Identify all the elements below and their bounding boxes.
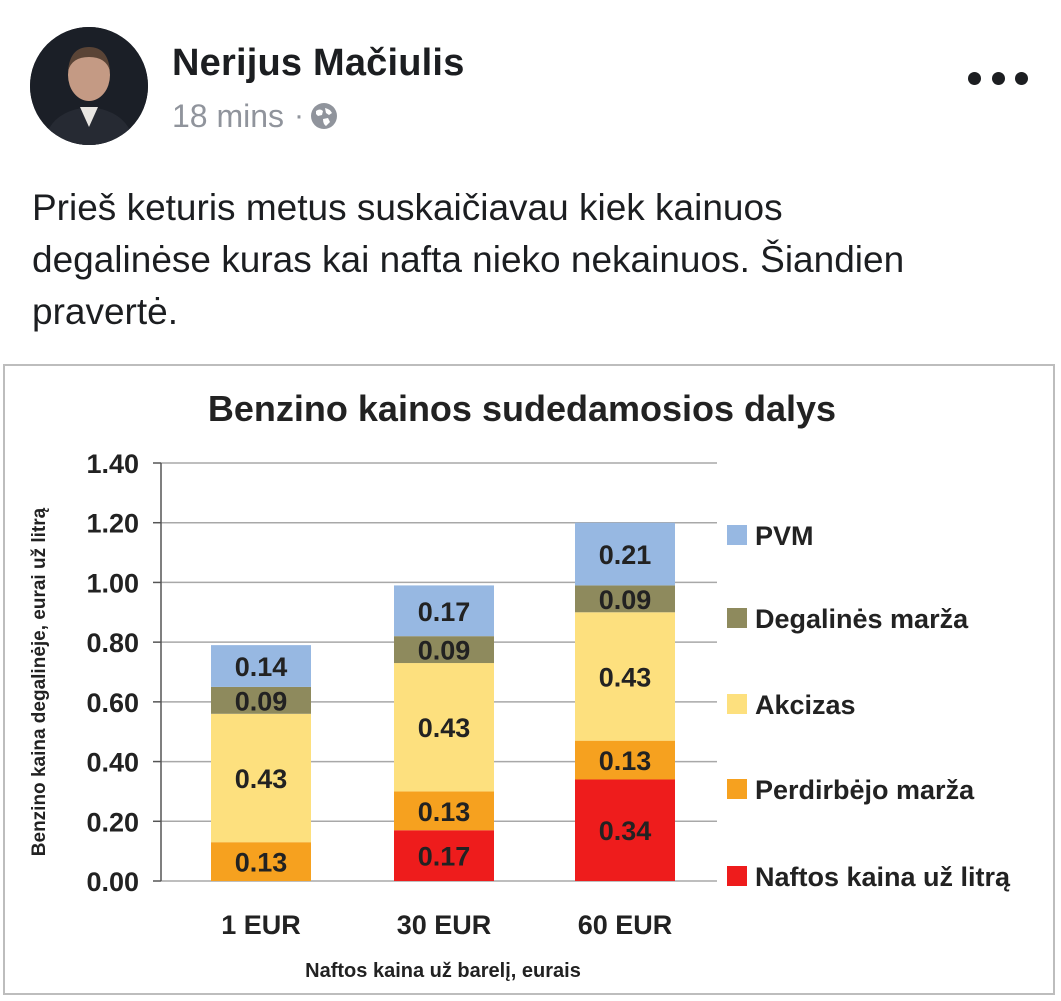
x-axis-label: Naftos kaina už barelį, eurais [305, 960, 581, 982]
data-label: 0.13 [599, 746, 652, 776]
x-tick-label: 60 EUR [578, 910, 673, 940]
y-tick-label: 0.40 [86, 748, 139, 778]
data-label: 0.13 [418, 797, 471, 827]
more-dot [1015, 71, 1028, 85]
legend-label: PVM [755, 521, 814, 551]
y-tick-label: 0.60 [86, 688, 139, 718]
data-label: 0.17 [418, 597, 471, 627]
post-text-line: Prieš keturis metus suskaičiavau kiek ka… [32, 187, 783, 228]
bar-segment [211, 842, 311, 881]
data-label: 0.17 [418, 842, 471, 872]
data-label: 0.13 [235, 848, 288, 878]
avatar[interactable] [30, 27, 148, 145]
data-label: 0.09 [599, 585, 652, 615]
legend-swatch [727, 694, 747, 714]
more-dot [968, 71, 981, 85]
stacked-bar-chart: Benzino kainos sudedamosios dalys 0.00 0.2… [29, 388, 1011, 982]
bar-segment [575, 585, 675, 613]
post-text-line: pravertė. [32, 291, 179, 332]
data-label: 0.34 [599, 816, 652, 846]
bar-segment [211, 645, 311, 687]
legend-swatch [727, 866, 747, 886]
meta-separator: · [294, 99, 305, 132]
bar-segment [394, 830, 494, 881]
legend-label: Perdirbėjo marža [755, 775, 975, 805]
legend-swatch [727, 608, 747, 628]
bar-segment [575, 740, 675, 780]
post-text: Prieš keturis metus suskaičiavau kiek ka… [32, 182, 1042, 338]
legend-label: Degalinės marža [755, 604, 969, 634]
x-tick-label: 30 EUR [397, 910, 492, 940]
legend-label: Akcizas [755, 690, 856, 720]
bar-segment [211, 713, 311, 843]
post-meta: 18 mins · [172, 96, 338, 136]
y-tick-label: 1.00 [86, 568, 139, 598]
y-tick-label: 0.00 [86, 867, 139, 897]
x-tick-label: 1 EUR [221, 910, 301, 940]
data-label: 0.43 [599, 662, 652, 692]
y-tick-label: 1.20 [86, 509, 139, 539]
data-label: 0.14 [235, 652, 288, 682]
data-label: 0.21 [599, 540, 652, 570]
post-text-line: degalinėse kuras kai nafta nieko nekainu… [32, 239, 905, 280]
data-label: 0.43 [418, 713, 471, 743]
bar-segment [575, 522, 675, 586]
avatar-image [30, 27, 148, 145]
globe-icon [311, 103, 338, 129]
legend-swatch [727, 779, 747, 799]
y-axis-label: Benzino kaina degalinėje, eurai už litrą [29, 507, 50, 856]
data-label: 0.43 [235, 764, 288, 794]
bar-segment [211, 686, 311, 714]
y-tick-label: 0.20 [86, 807, 139, 837]
bar-segment [394, 636, 494, 664]
bar-segment [575, 612, 675, 741]
chart-title: Benzino kainos sudedamosios dalys [208, 388, 836, 429]
author-name[interactable]: Nerijus Mačiulis [172, 42, 465, 84]
bar-segment [394, 585, 494, 637]
post-timestamp[interactable]: 18 mins [172, 97, 285, 134]
data-label: 0.09 [418, 636, 471, 666]
more-dot [991, 71, 1005, 85]
more-options-icon[interactable] [968, 60, 1028, 96]
bar-segment [394, 791, 494, 831]
chart-image[interactable]: Benzino kainos sudedamosios dalys 0.00 0.2… [3, 364, 1055, 995]
y-tick-label: 1.40 [86, 449, 139, 479]
legend-label: Naftos kaina už litrą [755, 862, 1011, 892]
legend-swatch [727, 525, 747, 545]
bar-segment [394, 663, 494, 792]
post-header: Nerijus Mačiulis 18 mins · [0, 0, 1061, 170]
data-label: 0.09 [235, 686, 288, 716]
bar-segment [575, 779, 675, 881]
y-tick-label: 0.80 [86, 628, 139, 658]
